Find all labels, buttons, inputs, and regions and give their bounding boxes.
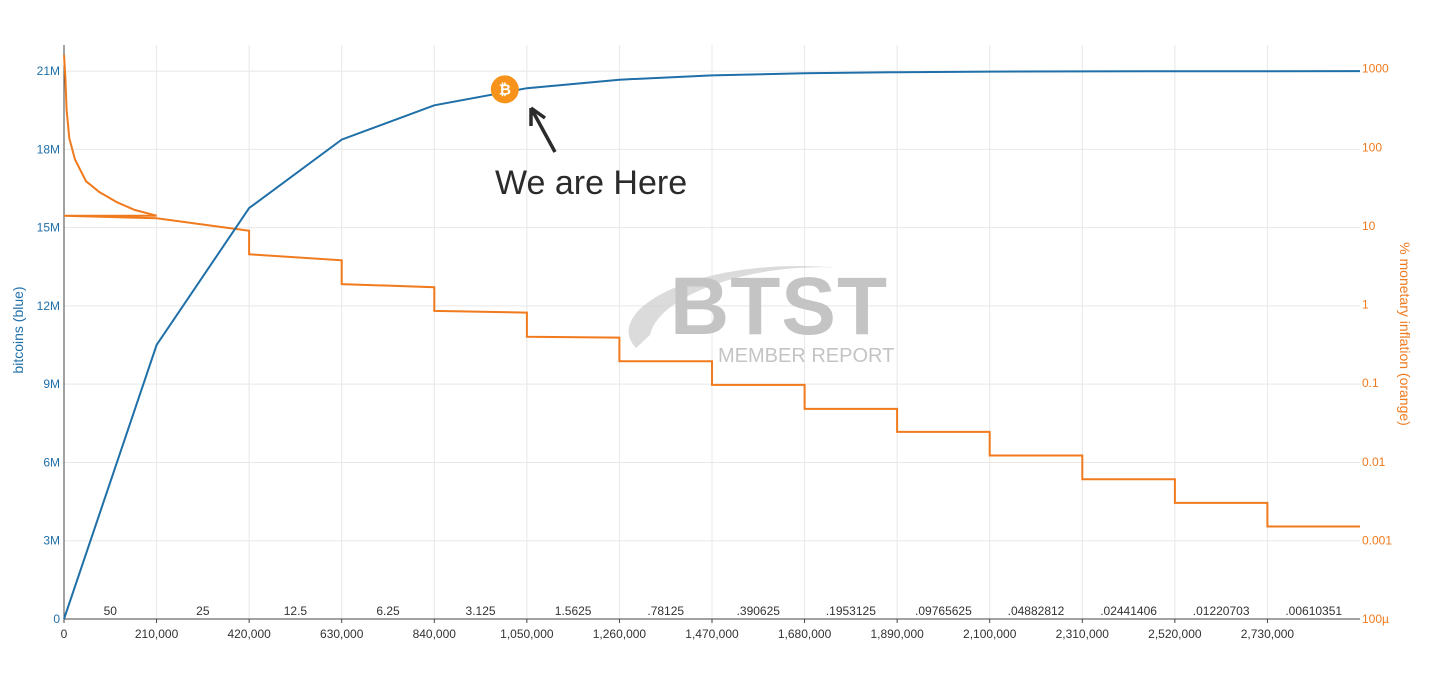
y2-tick-label: 0.001 <box>1362 533 1392 547</box>
x-tick-label: 1,890,000 <box>870 627 924 641</box>
x-tick-label: 1,050,000 <box>500 627 554 641</box>
block-reward-label: 50 <box>104 604 118 618</box>
annotation-text: We are Here <box>495 164 687 202</box>
watermark: BTST MEMBER REPORT <box>628 261 894 367</box>
x-tick-label: 420,000 <box>227 627 271 641</box>
x-tick-label: 1,260,000 <box>593 627 647 641</box>
y-axis-title: bitcoins (blue) <box>10 286 26 373</box>
x-tick-label: 2,100,000 <box>963 627 1017 641</box>
y2-tick-label: 1000 <box>1362 62 1389 76</box>
block-reward-label: .00610351 <box>1285 604 1342 618</box>
y-tick-label: 15M <box>37 221 60 235</box>
block-reward-label: .04882812 <box>1008 604 1065 618</box>
block-reward-labels: 50 25 12.5 6.25 3.125 1.5625 .78125 .390625 .195… <box>104 604 1343 618</box>
y2-axis-title: % monetary inflation (orange) <box>1397 242 1413 426</box>
y2-tick-label: 0.1 <box>1362 376 1379 390</box>
y-tick-label: 3M <box>43 534 60 548</box>
y-tick-label: 0 <box>53 612 60 626</box>
x-tick-label: 210,000 <box>135 627 179 641</box>
watermark-subtitle: MEMBER REPORT <box>718 345 894 367</box>
bitcoin-marker <box>490 75 519 104</box>
block-reward-label: .78125 <box>647 604 684 618</box>
bitcoin-icon: ₿ <box>499 81 511 98</box>
y2-tick-label: 10 <box>1362 219 1376 233</box>
block-reward-label: 12.5 <box>284 604 308 618</box>
x-tick-label: 2,520,000 <box>1148 627 1202 641</box>
inflation-series-line <box>63 54 1360 528</box>
block-reward-label: .390625 <box>737 604 781 618</box>
y-tick-label: 18M <box>37 142 60 156</box>
bitcoin-supply-series-line <box>63 70 1361 620</box>
y-tick-label: 6M <box>43 455 60 469</box>
x-tick-label: 1,680,000 <box>778 627 832 641</box>
x-tick-label: 840,000 <box>413 627 457 641</box>
tick-labels: 0 210,000 420,000 630,000 840,000 1,050,000 1,… <box>37 62 1393 641</box>
y-tick-label: 12M <box>37 299 60 313</box>
y2-tick-label: 100 <box>1362 140 1382 154</box>
block-reward-label: 25 <box>196 604 210 618</box>
y-tick-label: 9M <box>43 377 60 391</box>
block-reward-label: 3.125 <box>466 604 496 618</box>
arrow-icon <box>529 106 557 153</box>
block-reward-label: 1.5625 <box>555 604 592 618</box>
x-tick-label: 1,470,000 <box>685 627 739 641</box>
y2-tick-label: 100µ <box>1362 612 1389 626</box>
x-tick-label: 2,730,000 <box>1241 627 1295 641</box>
block-reward-label: .01220703 <box>1193 604 1250 618</box>
block-reward-label: .1953125 <box>826 604 876 618</box>
x-tick-label: 2,310,000 <box>1056 627 1110 641</box>
x-tick-label: 0 <box>61 627 68 641</box>
block-reward-label: .02441406 <box>1100 604 1157 618</box>
y-tick-label: 21M <box>37 64 60 78</box>
watermark-logo-text: BTST <box>670 261 888 352</box>
we-are-here-annotation: ₿ We are Here <box>490 75 687 202</box>
y2-tick-label: 0.01 <box>1362 455 1386 469</box>
x-tick-label: 630,000 <box>320 627 364 641</box>
block-reward-label: .09765625 <box>915 604 972 618</box>
y2-tick-label: 1 <box>1362 298 1369 312</box>
watermark-swoosh <box>628 266 840 348</box>
block-reward-label: 6.25 <box>376 604 400 618</box>
